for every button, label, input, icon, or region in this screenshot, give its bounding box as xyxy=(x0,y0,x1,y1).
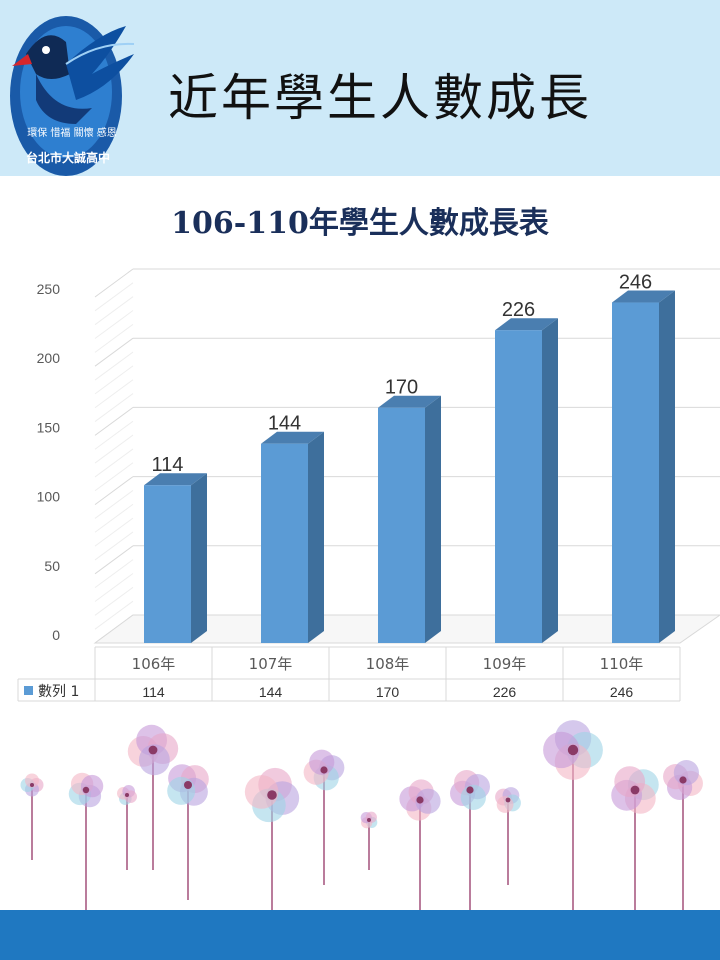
y-tick-label: 200 xyxy=(37,350,61,366)
bar-side xyxy=(308,431,324,643)
gridline-minor xyxy=(94,393,134,422)
gridline-minor xyxy=(94,365,134,395)
flower-decoration xyxy=(20,720,703,910)
bar-top xyxy=(144,473,207,486)
bar xyxy=(261,443,308,643)
y-tick-label: 50 xyxy=(44,558,60,574)
bar xyxy=(612,302,659,643)
gridline-side xyxy=(94,476,134,506)
logo-motto: 環保 惜福 關懷 感恩 xyxy=(27,126,117,139)
x-tick-label: 108年 xyxy=(366,655,410,673)
x-tick-label: 109年 xyxy=(483,655,527,673)
x-tick-label: 106年 xyxy=(132,655,176,673)
x-tick-label: 107年 xyxy=(249,655,293,673)
bar xyxy=(495,330,542,643)
page-title: 近年學生人數成長 xyxy=(168,69,592,127)
footer-bar xyxy=(0,910,720,960)
legend-label: 數列 1 xyxy=(38,684,79,700)
logo-text: 台北市大誠高中 xyxy=(26,150,110,165)
gridline-side xyxy=(94,337,134,367)
gridline-minor xyxy=(94,586,134,616)
data-label: 246 xyxy=(619,272,652,294)
gridline-minor xyxy=(94,310,134,339)
gridline-minor xyxy=(94,448,134,478)
bar-side xyxy=(659,290,675,643)
bar-side xyxy=(191,473,207,643)
y-tick-label: 100 xyxy=(37,489,61,505)
gridline-minor xyxy=(94,296,134,326)
bar xyxy=(378,407,425,643)
table-value: 246 xyxy=(610,684,634,700)
bar-top xyxy=(495,318,558,331)
y-tick-label: 150 xyxy=(37,419,61,435)
chart-title: 106-110年學生人數成長表 xyxy=(171,206,549,241)
y-tick-label: 0 xyxy=(52,627,60,643)
bar-top xyxy=(378,395,441,408)
legend-swatch xyxy=(24,686,33,695)
gridline-minor xyxy=(94,351,134,381)
table-value: 144 xyxy=(259,684,283,700)
gridline-minor xyxy=(94,600,134,630)
data-label: 226 xyxy=(502,299,535,321)
gridline-side xyxy=(94,406,134,436)
gridline-side xyxy=(94,545,134,575)
gridline-minor xyxy=(94,531,134,561)
bar-chart: 0 50 100 150 200 250 114 144 170 226 246 106年 114 107… xyxy=(17,268,720,702)
gridline-minor xyxy=(94,490,134,519)
gridline-minor xyxy=(94,559,134,589)
gridline-minor xyxy=(94,282,134,312)
table-value: 114 xyxy=(142,684,165,700)
gridline-minor xyxy=(94,434,134,464)
gridline-minor xyxy=(94,462,134,492)
bar-side xyxy=(542,318,558,643)
data-label: 144 xyxy=(268,413,301,435)
table-value: 226 xyxy=(493,684,517,700)
gridline-minor xyxy=(94,420,134,450)
gridline-minor xyxy=(94,379,134,409)
gridline-minor xyxy=(94,517,134,547)
bar-top xyxy=(612,290,675,303)
bar-top xyxy=(261,431,324,444)
gridline-minor xyxy=(94,503,134,533)
bar-side xyxy=(425,395,441,643)
gridline-side xyxy=(94,268,134,298)
data-label: 114 xyxy=(152,454,184,476)
table-value: 170 xyxy=(376,684,400,700)
x-tick-label: 110年 xyxy=(600,655,644,673)
data-label: 170 xyxy=(385,377,418,399)
bar xyxy=(144,485,191,643)
y-tick-label: 250 xyxy=(37,281,61,297)
gridline-minor xyxy=(94,573,134,602)
gridline-minor xyxy=(94,323,134,353)
school-logo: 環保 惜福 關懷 感恩 台北市大誠高中 xyxy=(10,16,135,176)
